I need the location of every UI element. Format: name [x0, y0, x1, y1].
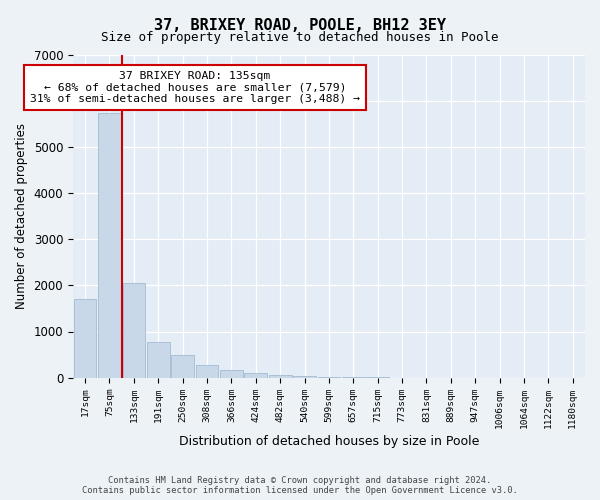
Bar — [220, 370, 243, 378]
Text: Contains HM Land Registry data © Crown copyright and database right 2024.
Contai: Contains HM Land Registry data © Crown c… — [82, 476, 518, 495]
Text: Size of property relative to detached houses in Poole: Size of property relative to detached ho… — [101, 31, 499, 44]
Bar — [147, 342, 170, 378]
Y-axis label: Number of detached properties: Number of detached properties — [15, 124, 28, 310]
Bar — [293, 376, 316, 378]
Bar — [122, 283, 145, 378]
Bar — [269, 375, 292, 378]
X-axis label: Distribution of detached houses by size in Poole: Distribution of detached houses by size … — [179, 434, 479, 448]
Bar — [196, 365, 218, 378]
Text: 37 BRIXEY ROAD: 135sqm
← 68% of detached houses are smaller (7,579)
31% of semi-: 37 BRIXEY ROAD: 135sqm ← 68% of detached… — [30, 71, 360, 104]
Text: 37, BRIXEY ROAD, POOLE, BH12 3EY: 37, BRIXEY ROAD, POOLE, BH12 3EY — [154, 18, 446, 32]
Bar — [74, 299, 97, 378]
Bar — [244, 374, 267, 378]
Bar — [98, 112, 121, 378]
Bar — [171, 355, 194, 378]
